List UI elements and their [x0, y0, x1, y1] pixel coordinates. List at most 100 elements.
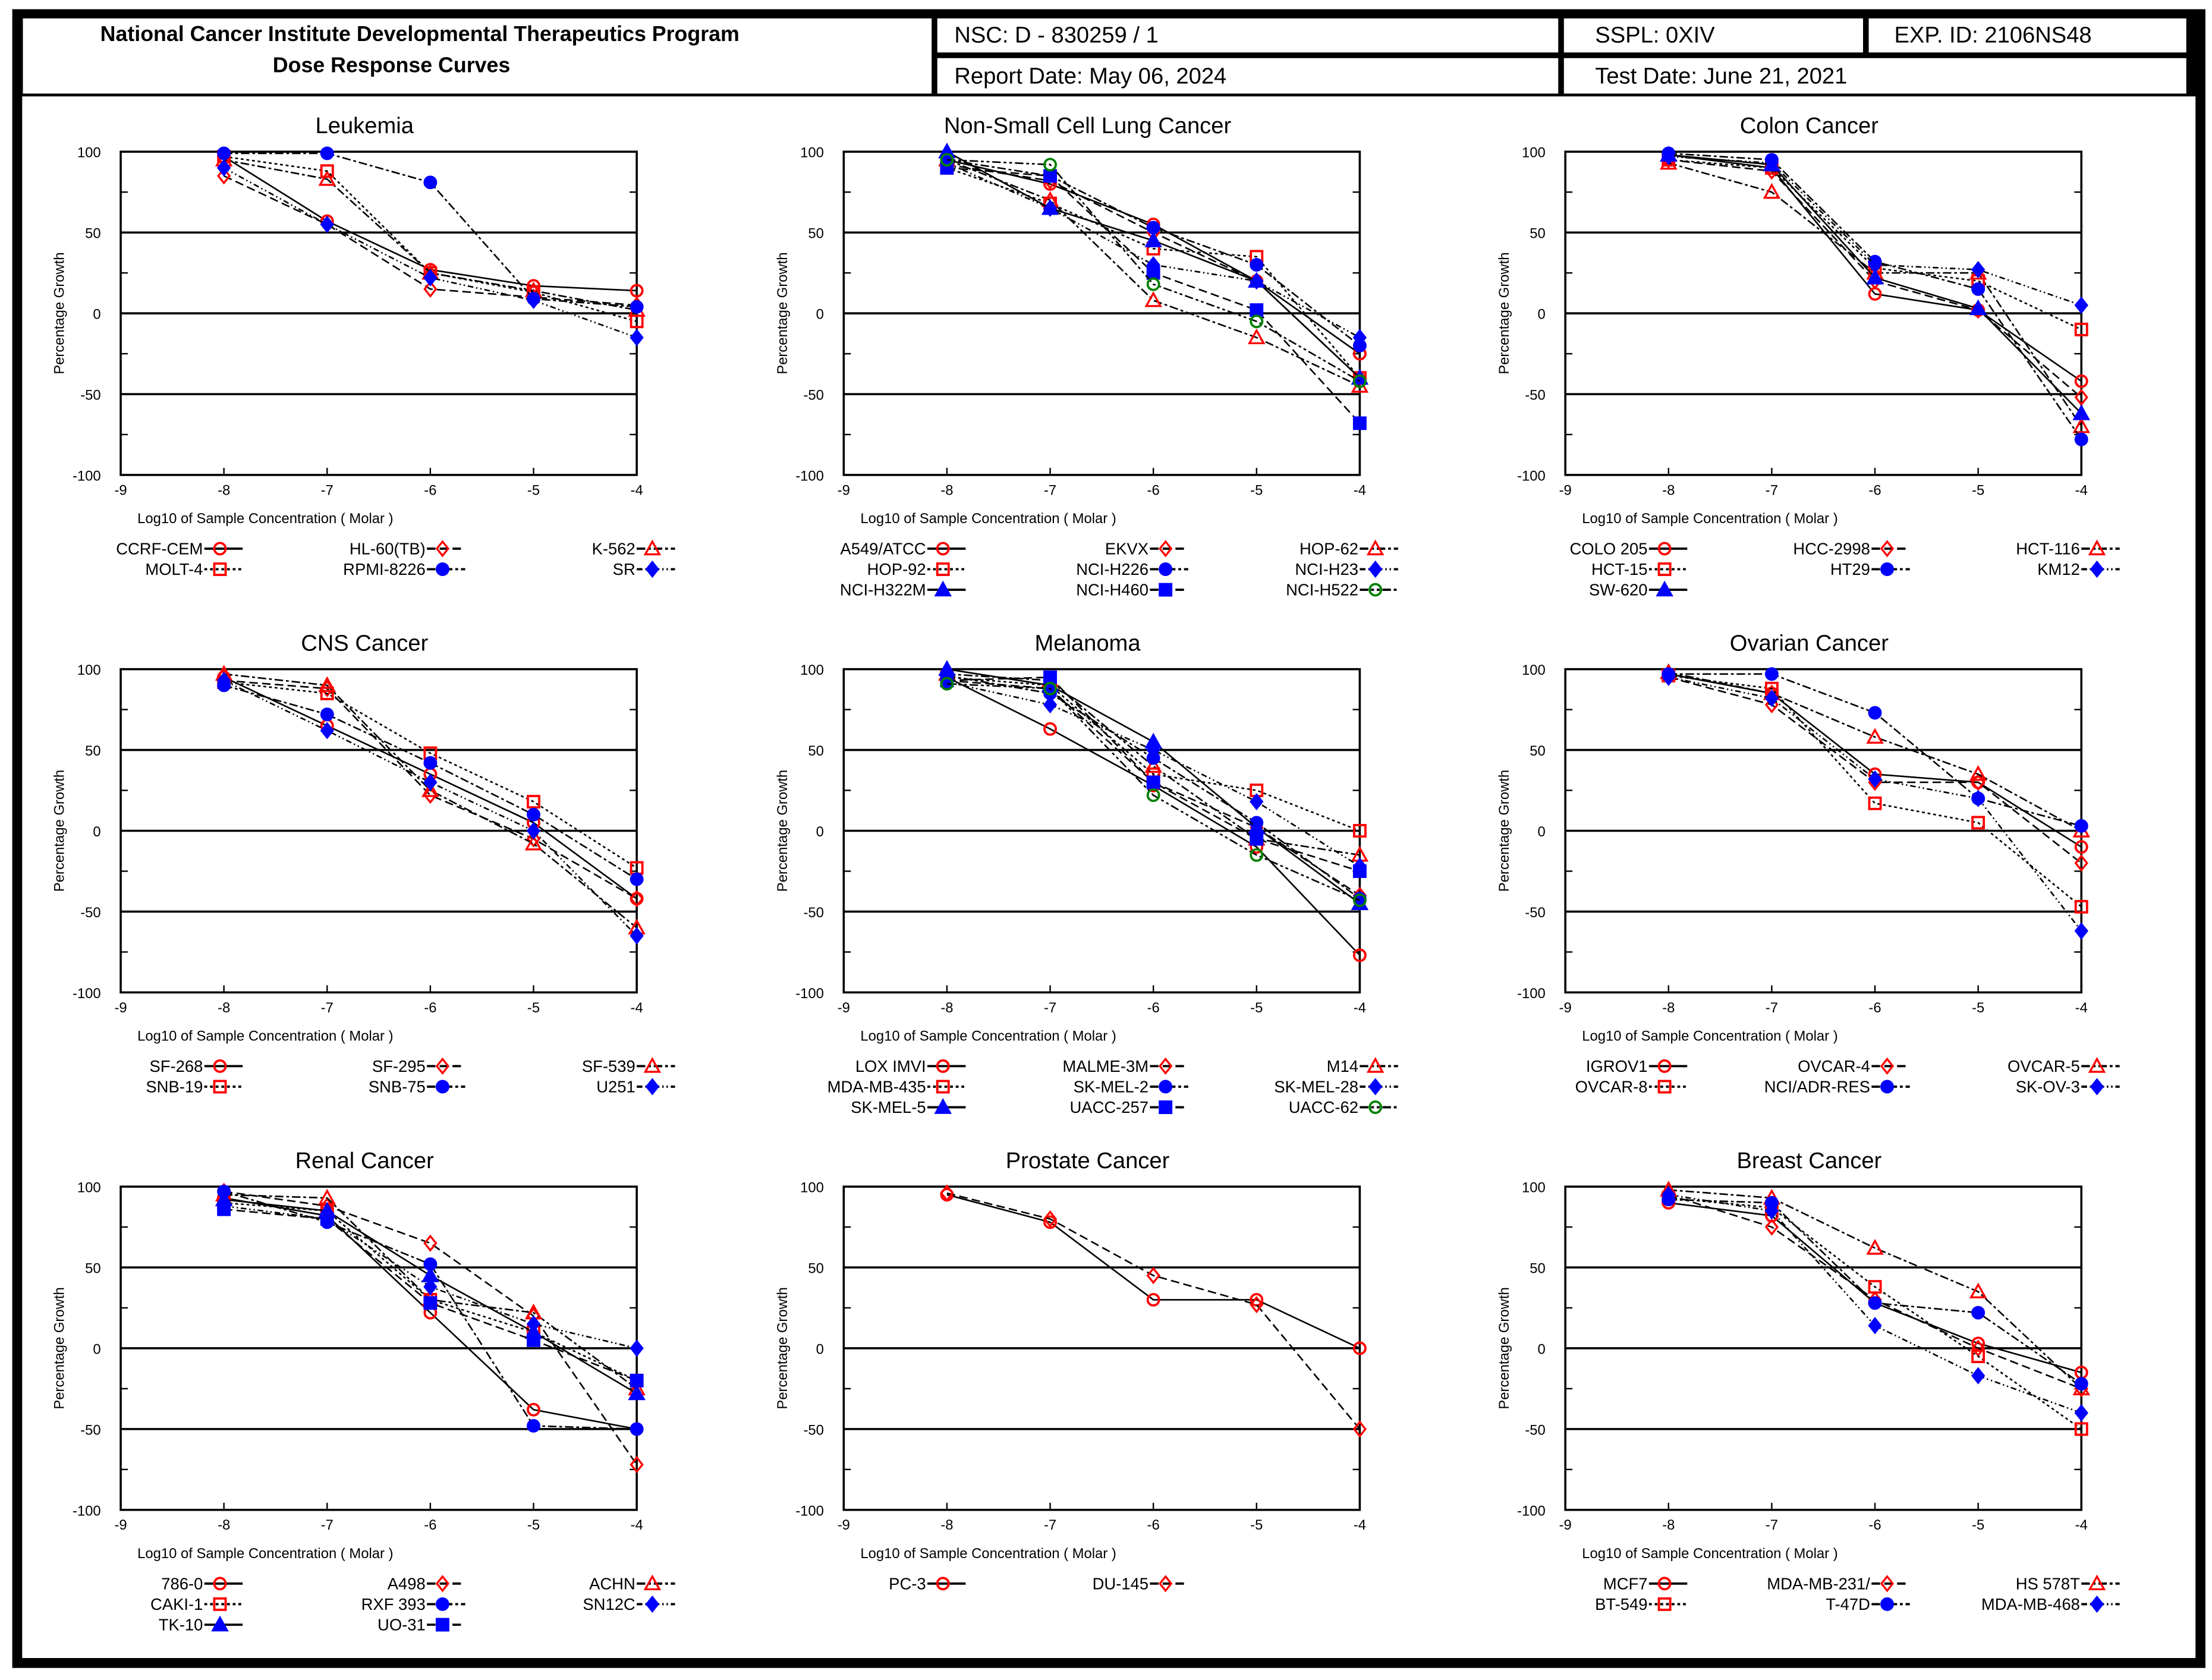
legend-marker — [213, 1080, 227, 1094]
data-point — [1250, 303, 1264, 317]
x-tick-label: -7 — [321, 1517, 333, 1533]
data-point — [1146, 1292, 1160, 1307]
chart-panel: Colon Cancer 100 50 0 -50 -100 -9 -8 -7 -6 -5 -4 Per… — [1496, 113, 2120, 599]
data-point — [1971, 816, 1986, 830]
report-subtitle: Dose Response Curves — [273, 54, 511, 77]
data-point — [940, 153, 954, 167]
legend-entry: EKVX — [1105, 539, 1188, 558]
legend-label: SF-295 — [372, 1057, 426, 1075]
data-point — [1971, 1349, 1986, 1363]
data-point — [1763, 155, 1781, 172]
legend-marker — [1366, 1057, 1385, 1073]
data-point — [630, 1373, 644, 1388]
data-point — [1971, 1339, 1986, 1357]
y-tick-label: 100 — [77, 662, 101, 678]
legend-label: COLO 205 — [1569, 539, 1647, 558]
legend-label: MDA-MB-468 — [1981, 1595, 2080, 1613]
data-point — [320, 1212, 334, 1226]
y-tick-label: 100 — [77, 145, 101, 161]
x-axis-label: Log10 of Sample Concentration ( Molar ) — [860, 511, 1116, 527]
y-tick-label: -100 — [1517, 468, 1546, 484]
data-point — [1250, 258, 1264, 272]
series-pc-3 — [940, 1188, 1367, 1355]
y-tick-label: -50 — [1525, 1422, 1545, 1438]
data-point — [2074, 899, 2088, 914]
data-point — [2074, 296, 2088, 314]
legend-label: MDA-MB-435 — [827, 1077, 926, 1096]
legend-label: DU-145 — [1093, 1574, 1149, 1593]
data-point — [630, 1422, 644, 1436]
x-tick-label: -6 — [1147, 1000, 1160, 1016]
data-point — [1971, 1305, 1986, 1320]
chart-title: CNS Cancer — [301, 631, 428, 656]
series-line — [1668, 159, 2082, 398]
data-point — [1250, 1295, 1264, 1314]
data-point — [630, 284, 644, 298]
x-tick-label: -8 — [1662, 482, 1675, 498]
series-line — [224, 1197, 637, 1430]
legend-marker — [1158, 1057, 1173, 1075]
legend-marker — [435, 1575, 450, 1593]
y-tick-label: 50 — [85, 1261, 101, 1277]
legend-marker — [1158, 540, 1173, 558]
data-point — [1043, 696, 1058, 714]
legend-entry: SF-539 — [582, 1057, 675, 1075]
y-tick-label: -100 — [73, 468, 101, 484]
data-point — [630, 890, 644, 908]
y-tick-label: 0 — [1538, 824, 1546, 840]
chart-title: Ovarian Cancer — [1730, 631, 1889, 656]
data-point — [1041, 199, 1059, 215]
legend-label: HCC-2998 — [1793, 539, 1870, 558]
legend-entry: MCF7 — [1603, 1574, 1688, 1593]
legend-marker — [643, 1057, 662, 1073]
legend-marker — [645, 1078, 660, 1096]
legend-label: HCT-15 — [1591, 560, 1647, 578]
data-point — [1868, 1280, 1882, 1294]
data-point — [423, 280, 438, 298]
x-tick-label: -7 — [1766, 482, 1778, 498]
data-point — [421, 1266, 439, 1282]
data-point — [630, 872, 644, 886]
legend-label: UO-31 — [377, 1616, 426, 1634]
x-axis-label: Log10 of Sample Concentration ( Molar ) — [137, 511, 393, 527]
x-tick-label: -6 — [424, 1517, 436, 1533]
data-point — [630, 300, 644, 314]
legend-entry: RXF 393 — [361, 1595, 465, 1613]
chart-title: Non-Small Cell Lung Cancer — [944, 113, 1232, 139]
x-tick-label: -4 — [2075, 1517, 2088, 1533]
data-point — [423, 269, 438, 287]
legend-marker — [213, 1059, 227, 1073]
data-point — [1250, 314, 1264, 329]
data-point — [1969, 1282, 1987, 1299]
data-point — [320, 146, 334, 161]
series-line — [946, 1194, 1360, 1349]
data-point — [527, 795, 540, 809]
data-point — [1144, 231, 1162, 247]
y-tick-label: -50 — [80, 905, 100, 921]
legend-entry: M14 — [1327, 1057, 1398, 1075]
legend-entry: RPMI-8226 — [343, 560, 465, 578]
y-tick-label: -100 — [795, 468, 824, 484]
legend-entry: U251 — [596, 1077, 675, 1096]
legend-marker — [1368, 1100, 1383, 1114]
legend-entry: NCI-H522 — [1286, 581, 1398, 599]
legend-label: LOX IMVI — [855, 1057, 926, 1075]
x-tick-label: -7 — [1044, 482, 1056, 498]
y-tick-label: 50 — [1530, 1261, 1546, 1277]
legend-marker — [936, 542, 950, 556]
test-date: Test Date: June 21, 2021 — [1595, 64, 1847, 89]
legend-label: HS 578T — [2016, 1574, 2080, 1593]
series-line — [1668, 1189, 2082, 1389]
data-point — [2074, 854, 2088, 872]
data-point — [1352, 893, 1367, 907]
legend-entry: KM12 — [2037, 560, 2120, 578]
legend-entry: SK-MEL-5 — [851, 1098, 966, 1116]
data-point — [318, 170, 336, 186]
program-title: National Cancer Institute Developmental … — [100, 22, 740, 46]
data-point — [320, 722, 334, 740]
data-point — [1866, 1239, 1884, 1255]
data-point — [217, 146, 231, 161]
x-tick-label: -8 — [1662, 1000, 1675, 1016]
legend-marker — [1656, 580, 1673, 597]
legend-label: NCI-H522 — [1286, 581, 1358, 599]
